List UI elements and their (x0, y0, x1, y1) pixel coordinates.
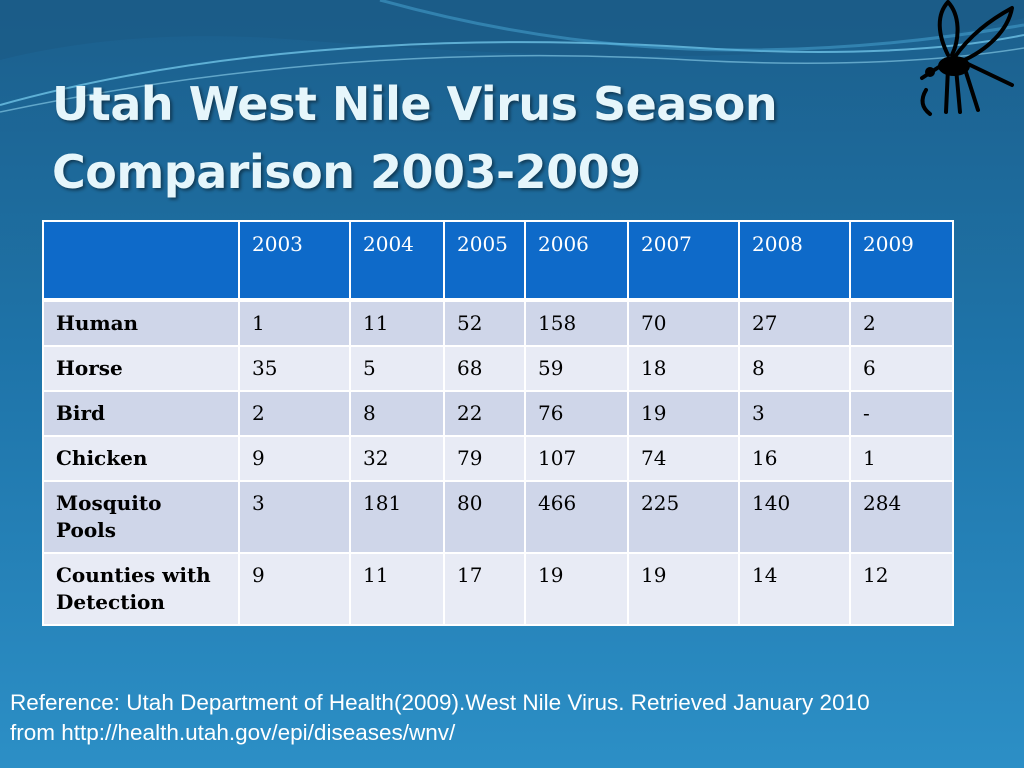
table-cell: 32 (349, 435, 445, 482)
table-cell: 52 (443, 298, 526, 347)
table-row: Human 1 11 52 158 70 27 2 (42, 298, 954, 347)
header-year-cell: 2008 (738, 220, 851, 301)
row-label: Horse (42, 345, 240, 392)
table-cell: 22 (443, 390, 526, 437)
table-cell: 35 (238, 345, 351, 392)
background-swoosh (0, 0, 1024, 113)
table-header-row: 2003 2004 2005 2006 2007 2008 2009 (42, 220, 954, 301)
table-cell: 107 (524, 435, 629, 482)
table-cell: 19 (627, 390, 740, 437)
table-cell: 8 (738, 345, 851, 392)
table-cell: 6 (849, 345, 954, 392)
table-row: Horse 35 5 68 59 18 8 6 (42, 345, 954, 392)
table-cell: 11 (349, 298, 445, 347)
table-row: Counties with Detection 9 11 17 19 19 14… (42, 552, 954, 626)
table-cell: 12 (849, 552, 954, 626)
table-cell: 181 (349, 480, 445, 554)
table-cell: 74 (627, 435, 740, 482)
table-row: Chicken 9 32 79 107 74 16 1 (42, 435, 954, 482)
mosquito-icon (920, 0, 1014, 116)
table-cell: 11 (349, 552, 445, 626)
row-label: Bird (42, 390, 240, 437)
table-cell: 79 (443, 435, 526, 482)
title-line-1: Utah West Nile Virus Season (52, 77, 778, 131)
table-row: Bird 2 8 22 76 19 3 - (42, 390, 954, 437)
title-line-2: Comparison 2003-2009 (52, 145, 641, 199)
table-cell: 14 (738, 552, 851, 626)
header-year-cell: 2007 (627, 220, 740, 301)
table-cell: 225 (627, 480, 740, 554)
row-label: Mosquito Pools (42, 480, 240, 554)
reference-line-2: from http://health.utah.gov/epi/diseases… (10, 720, 456, 745)
header-year-cell: 2004 (349, 220, 445, 301)
table-cell: 158 (524, 298, 629, 347)
header-year-cell: 2003 (238, 220, 351, 301)
table-cell: 80 (443, 480, 526, 554)
table-cell: 27 (738, 298, 851, 347)
table-cell: 5 (349, 345, 445, 392)
table-row: Mosquito Pools 3 181 80 466 225 140 284 (42, 480, 954, 554)
wnv-comparison-table: 2003 2004 2005 2006 2007 2008 2009 Human… (42, 220, 954, 626)
reference-citation: Reference: Utah Department of Health(200… (10, 688, 1010, 748)
header-year-cell: 2009 (849, 220, 954, 301)
table-cell: 2 (849, 298, 954, 347)
table-cell: 68 (443, 345, 526, 392)
table-cell: 3 (238, 480, 351, 554)
table-cell: 16 (738, 435, 851, 482)
table-cell: 1 (849, 435, 954, 482)
table-cell: 70 (627, 298, 740, 347)
table-cell: 76 (524, 390, 629, 437)
table-cell: 466 (524, 480, 629, 554)
table-cell: 140 (738, 480, 851, 554)
header-year-cell: 2006 (524, 220, 629, 301)
table-cell: 9 (238, 435, 351, 482)
header-corner-cell (42, 220, 240, 301)
table-cell: 19 (524, 552, 629, 626)
page-title: Utah West Nile Virus Season Comparison 2… (52, 70, 812, 206)
table-cell: 284 (849, 480, 954, 554)
table-cell: 19 (627, 552, 740, 626)
table-cell: 1 (238, 298, 351, 347)
table-cell: 9 (238, 552, 351, 626)
header-year-cell: 2005 (443, 220, 526, 301)
row-label: Counties with Detection (42, 552, 240, 626)
table-cell: 59 (524, 345, 629, 392)
table-cell: 2 (238, 390, 351, 437)
table-cell: 3 (738, 390, 851, 437)
table-cell: 18 (627, 345, 740, 392)
reference-line-1: Reference: Utah Department of Health(200… (10, 690, 870, 715)
row-label: Chicken (42, 435, 240, 482)
table-cell: - (849, 390, 954, 437)
table-cell: 8 (349, 390, 445, 437)
row-label: Human (42, 298, 240, 347)
table-cell: 17 (443, 552, 526, 626)
